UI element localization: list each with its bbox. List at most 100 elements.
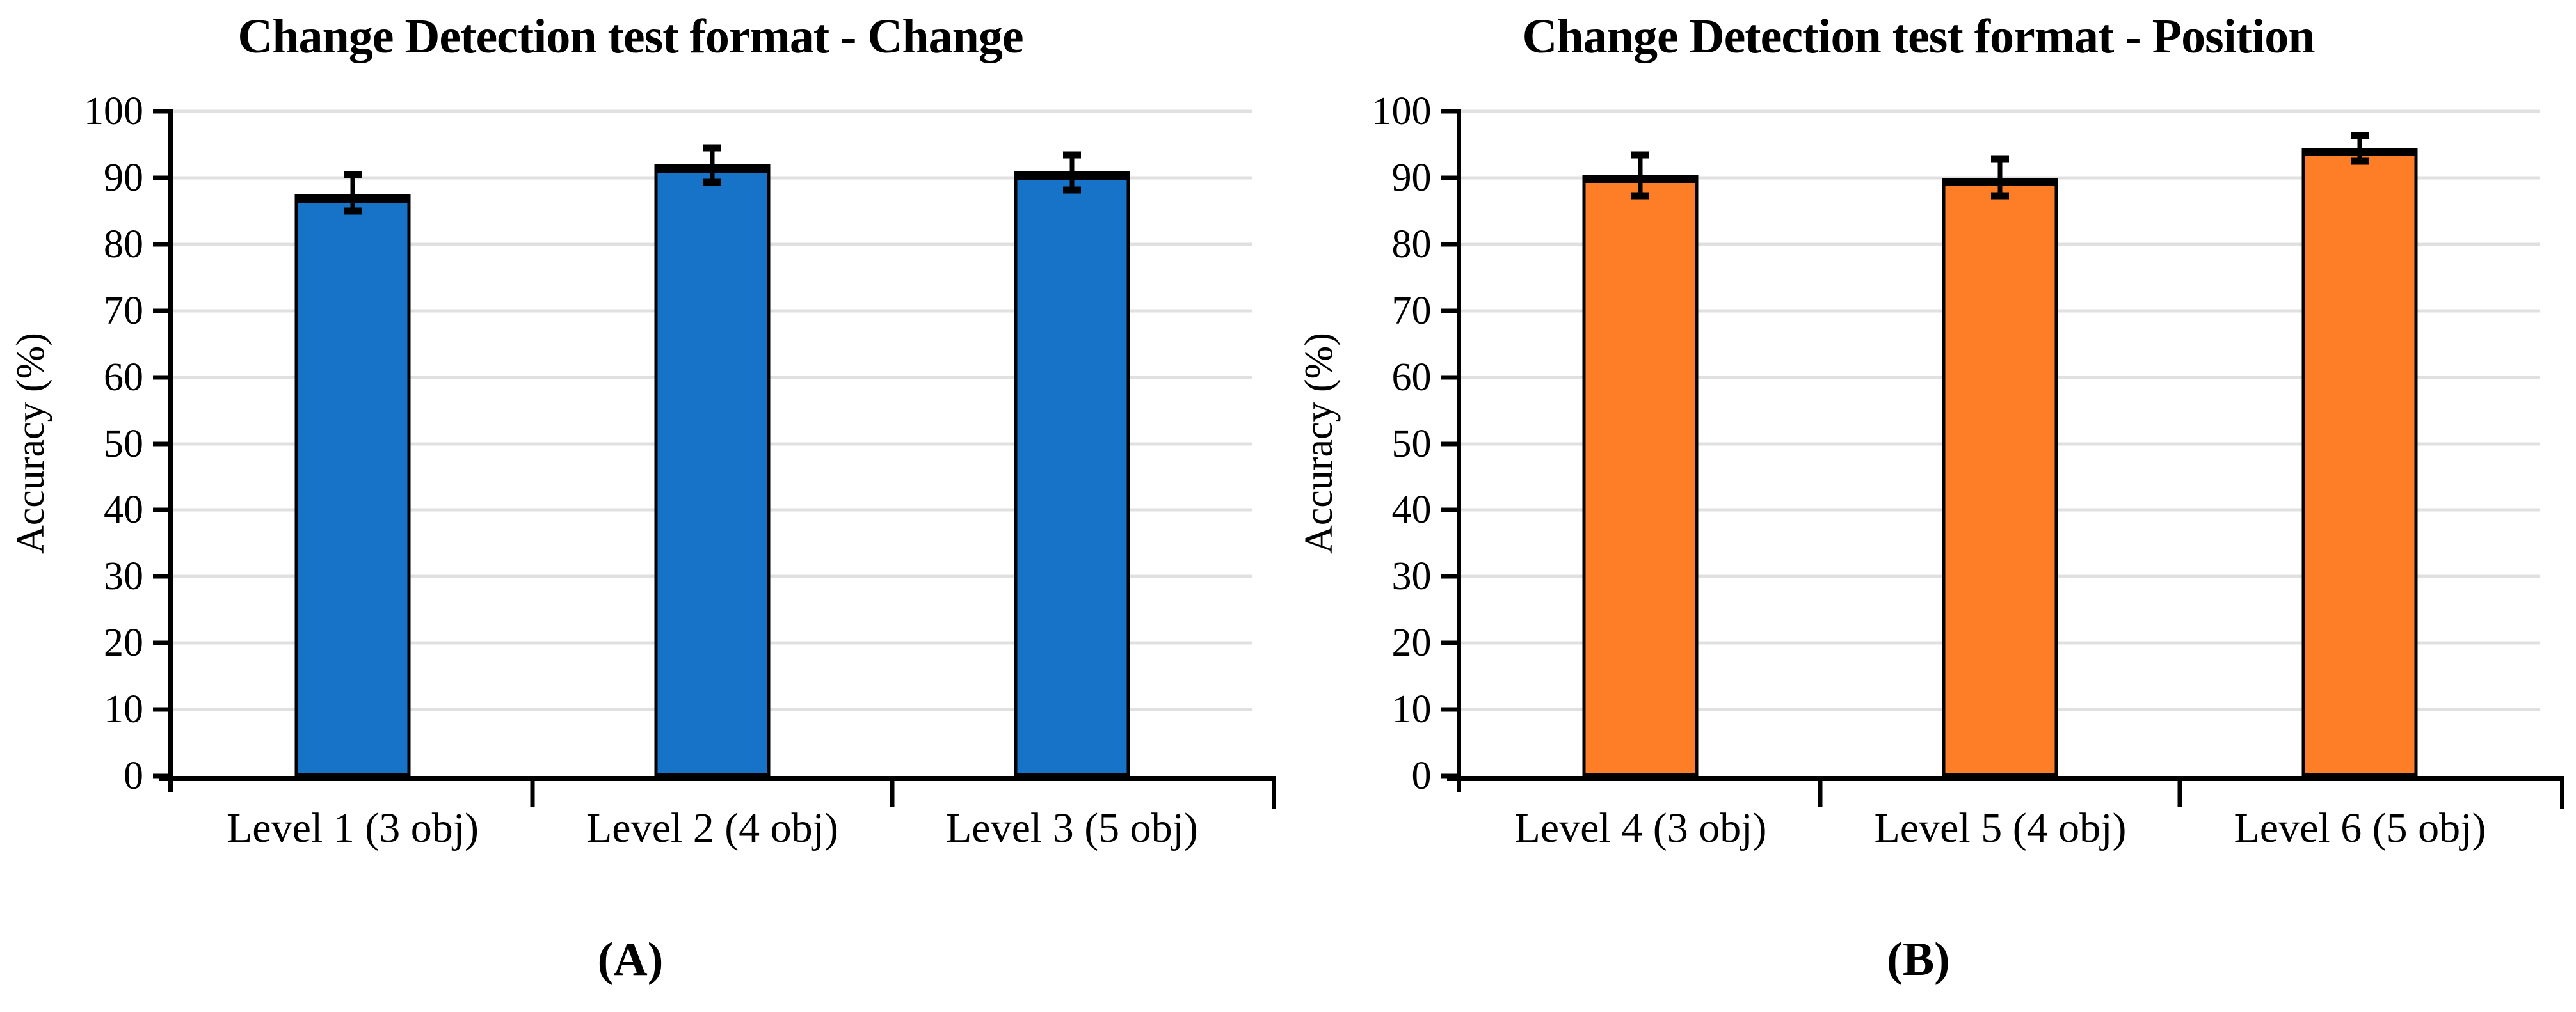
x-axis-end-tick: [2559, 781, 2564, 809]
y-tick-label: 40: [1391, 488, 1432, 532]
plot-area: 0 10 20 30 40 50 60 70 80 90 100 Level 4 (3 obj) Lev…: [1372, 91, 2564, 851]
y-tick-mark: [1441, 375, 1457, 380]
y-tick-label: 100: [1372, 90, 1432, 133]
error-bar-cap-bottom: [1631, 192, 1650, 200]
y-tick-label: 50: [104, 422, 143, 466]
x-tick-mark: [1818, 781, 1823, 807]
x-category-label: Level 1 (3 obj): [226, 805, 479, 851]
y-tick-mark: [1441, 308, 1457, 313]
x-category-label: Level 2 (4 obj): [586, 805, 838, 851]
panel-caption: (A): [597, 933, 664, 986]
y-tick-mark: [1441, 773, 1457, 779]
error-bar-cap-top: [1062, 151, 1081, 159]
gridline: [1460, 109, 2540, 113]
y-tick-mark: [1441, 640, 1457, 645]
bar: [294, 194, 411, 776]
y-tick-mark: [153, 773, 168, 779]
plot-area: 0 10 20 30 40 50 60 70 80 90 100 Level 1 (3 obj) Lev…: [84, 91, 1276, 851]
y-tick-label: 90: [1391, 155, 1432, 200]
y-tick-label: 30: [1391, 555, 1432, 599]
y-axis-line: [1456, 109, 1461, 792]
bar: [1014, 171, 1130, 776]
error-bar-cap-bottom: [703, 178, 721, 186]
error-bar-cap-top: [2351, 132, 2369, 139]
error-bar-whisker: [1997, 159, 2003, 196]
bar: [654, 164, 771, 776]
chart-panel-a: Change Detection test format - Change Ac…: [9, 10, 1276, 986]
gridline: [173, 109, 1252, 113]
category-slot: Level 4 (3 obj): [1461, 111, 1821, 851]
error-bar-cap-top: [1631, 151, 1650, 159]
panel-caption: (B): [1887, 933, 1950, 986]
y-tick-mark: [153, 308, 168, 313]
y-tick-mark: [1441, 441, 1457, 446]
y-tick-label: 10: [104, 688, 143, 732]
y-tick-label: 60: [1391, 355, 1432, 399]
x-tick-mark: [530, 781, 535, 807]
error-bar-cap-bottom: [343, 207, 362, 215]
category-slot: Level 1 (3 obj): [173, 111, 532, 851]
x-category-label: Level 3 (5 obj): [945, 805, 1198, 851]
error-bar-whisker: [350, 174, 355, 211]
y-tick-label: 30: [104, 555, 143, 599]
y-tick-mark: [1441, 109, 1457, 114]
y-tick-label: 70: [1391, 289, 1432, 333]
x-category-label: Level 5 (4 obj): [1874, 805, 2127, 851]
x-axis-line: [159, 776, 1276, 781]
error-bar-cap-bottom: [1991, 192, 2010, 200]
y-tick-label: 80: [104, 222, 143, 266]
y-tick-mark: [1441, 175, 1457, 180]
error-bar-whisker: [1638, 154, 1643, 196]
chart-panel-b: Change Detection test format - Position …: [1288, 0, 2576, 1012]
bar: [1582, 174, 1699, 776]
y-axis-label: Accuracy (%): [1297, 333, 1341, 555]
y-tick-mark: [153, 441, 168, 446]
y-tick-mark: [1441, 242, 1457, 247]
x-category-label: Level 6 (5 obj): [2234, 805, 2486, 851]
category-slot: Level 2 (4 obj): [532, 111, 892, 851]
y-tick-label: 40: [104, 488, 143, 532]
category-slot: Level 5 (4 obj): [1820, 111, 2180, 851]
y-tick-mark: [153, 707, 168, 712]
y-tick-label: 90: [104, 155, 143, 200]
y-tick-label: 0: [124, 754, 143, 798]
y-tick-mark: [1441, 707, 1457, 712]
y-tick-label: 20: [104, 621, 143, 665]
y-tick-mark: [153, 574, 168, 579]
bar: [2301, 148, 2418, 776]
error-bar-whisker: [1069, 154, 1075, 190]
category-slot: Level 3 (5 obj): [892, 111, 1252, 851]
chart-title: Change Detection test format - Change: [237, 10, 1023, 63]
y-tick-label: 50: [1391, 422, 1432, 466]
bar: [1942, 177, 2058, 776]
x-axis-end-tick: [1272, 781, 1276, 809]
x-category-label: Level 4 (3 obj): [1514, 805, 1767, 851]
y-tick-mark: [153, 175, 168, 180]
x-tick-mark: [890, 781, 895, 807]
y-tick-mark: [1441, 507, 1457, 512]
error-bar-cap-top: [1991, 155, 2010, 163]
y-axis-label: Accuracy (%): [9, 333, 52, 555]
y-tick-mark: [153, 242, 168, 247]
error-bar-cap-top: [343, 171, 362, 178]
category-slot: Level 6 (5 obj): [2180, 111, 2540, 851]
y-tick-label: 0: [1411, 754, 1432, 798]
x-axis-line: [1446, 776, 2564, 781]
error-bar-cap-bottom: [2351, 157, 2369, 165]
y-tick-label: 80: [1391, 222, 1432, 266]
y-tick-label: 10: [1391, 688, 1432, 732]
y-tick-mark: [153, 109, 168, 114]
error-bar-cap-bottom: [1062, 186, 1081, 194]
error-bar-whisker: [2357, 136, 2362, 161]
x-tick-mark: [2177, 781, 2182, 807]
y-tick-label: 100: [84, 90, 143, 133]
error-bar-whisker: [710, 148, 715, 183]
y-tick-mark: [1441, 574, 1457, 579]
error-bar-cap-top: [703, 144, 721, 152]
y-tick-label: 20: [1391, 621, 1432, 665]
y-tick-mark: [153, 640, 168, 645]
y-tick-mark: [153, 507, 168, 512]
y-tick-label: 60: [104, 355, 143, 399]
y-axis-line: [168, 109, 173, 792]
